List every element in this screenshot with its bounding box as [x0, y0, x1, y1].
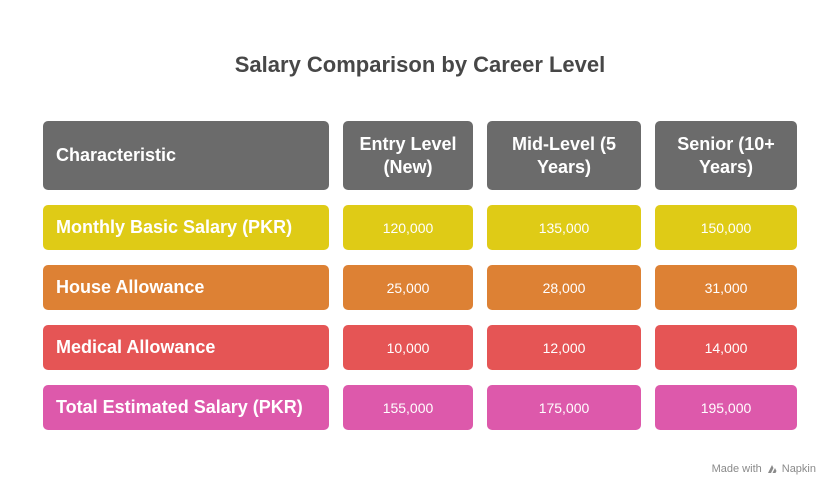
cell-basic-salary-entry: 120,000	[343, 205, 473, 250]
cell-house-allowance-entry: 25,000	[343, 265, 473, 310]
made-with-text: Made with	[711, 463, 762, 475]
cell-total-salary-senior: 195,000	[655, 385, 797, 430]
cell-medical-allowance-senior: 14,000	[655, 325, 797, 370]
page-title: Salary Comparison by Career Level	[234, 52, 606, 77]
row-label-basic-salary: Monthly Basic Salary (PKR)	[43, 205, 329, 250]
row-label-total-salary: Total Estimated Salary (PKR)	[43, 385, 329, 430]
cell-medical-allowance-entry: 10,000	[343, 325, 473, 370]
cell-medical-allowance-mid: 12,000	[487, 325, 641, 370]
cell-basic-salary-senior: 150,000	[655, 205, 797, 250]
cell-house-allowance-senior: 31,000	[655, 265, 797, 310]
cell-total-salary-mid: 175,000	[487, 385, 641, 430]
watermark: Made with Napkin	[712, 463, 816, 475]
header-characteristic: Characteristic	[43, 121, 329, 190]
header-mid-level: Mid-Level (5 Years)	[487, 121, 641, 190]
row-label-house-allowance: House Allowance	[43, 265, 329, 310]
cell-house-allowance-mid: 28,000	[487, 265, 641, 310]
brand-name: Napkin	[781, 463, 816, 475]
napkin-logo-icon	[766, 463, 778, 475]
cell-total-salary-entry: 155,000	[343, 385, 473, 430]
header-entry-level: Entry Level (New)	[343, 121, 473, 190]
row-label-medical-allowance: Medical Allowance	[43, 325, 329, 370]
cell-basic-salary-mid: 135,000	[487, 205, 641, 250]
header-senior: Senior (10+ Years)	[655, 121, 797, 190]
